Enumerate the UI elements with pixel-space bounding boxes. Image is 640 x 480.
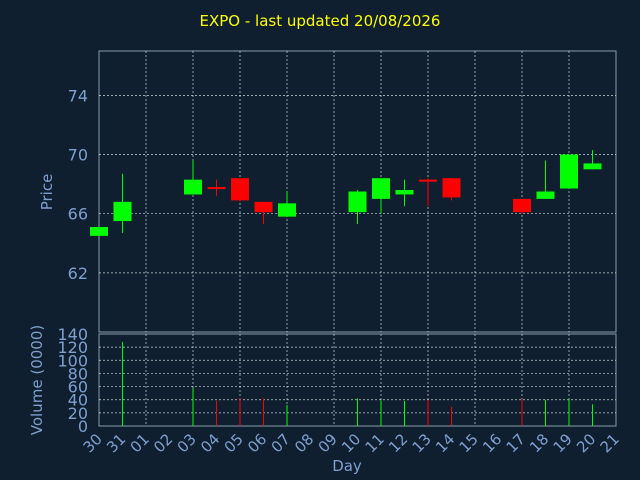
x-tick-label: 03	[174, 430, 200, 456]
candle-body	[395, 190, 414, 195]
x-tick-label: 19	[550, 430, 576, 456]
x-tick-label: 08	[291, 430, 317, 456]
volume-tick-label: 100	[57, 351, 88, 370]
x-tick-label: 31	[103, 430, 129, 456]
candle-body	[184, 179, 202, 195]
volume-tick-label: 0	[78, 417, 88, 436]
price-tick-label: 66	[68, 205, 88, 224]
price-axis-label: Price	[38, 174, 56, 211]
candle-body	[442, 178, 461, 198]
x-tick-label: 05	[221, 430, 247, 456]
price-tick-label: 74	[68, 86, 88, 105]
candle-body	[254, 201, 273, 213]
x-tick-label: 07	[268, 430, 294, 456]
x-tick-label: 21	[597, 430, 623, 456]
x-tick-label: 11	[362, 430, 388, 456]
candle-body	[231, 178, 249, 201]
x-tick-label: 04	[197, 430, 223, 456]
x-tick-label: 18	[526, 430, 552, 456]
candle-body	[278, 203, 296, 217]
x-tick-label: 17	[503, 430, 529, 456]
candle-body	[372, 178, 390, 199]
chart-title: EXPO - last updated 20/08/2026	[199, 12, 441, 30]
x-tick-label: 02	[150, 430, 176, 456]
x-tick-label: 06	[244, 430, 270, 456]
price-tick-label: 62	[68, 264, 88, 283]
candle-body	[560, 154, 578, 189]
candle-body	[90, 226, 108, 236]
candle-body	[583, 163, 602, 170]
volume-tick-label: 80	[68, 364, 88, 383]
x-tick-label: 12	[385, 430, 411, 456]
candle-body	[207, 187, 226, 190]
volume-tick-label: 60	[68, 378, 88, 397]
candle-body	[536, 191, 555, 199]
candle-body	[113, 201, 132, 222]
price-tick-label: 70	[68, 146, 88, 165]
x-tick-label: 16	[479, 430, 505, 456]
x-tick-label: 13	[409, 430, 435, 456]
candle-body	[513, 198, 531, 213]
x-tick-label: 10	[338, 430, 364, 456]
x-tick-label: 14	[432, 430, 458, 456]
volume-axis-label: Volume (0000)	[28, 325, 46, 435]
x-tick-label: 09	[315, 430, 341, 456]
volume-tick-label: 140	[57, 325, 88, 344]
volume-tick-label: 120	[57, 338, 88, 357]
x-tick-label: 20	[573, 430, 599, 456]
candle-body	[419, 179, 437, 182]
price-panel-frame	[98, 50, 617, 333]
volume-tick-label: 40	[68, 391, 88, 410]
volume-tick-label: 20	[68, 404, 88, 423]
x-tick-label: 15	[456, 430, 482, 456]
x-tick-label: 01	[127, 430, 153, 456]
x-axis-label: Day	[332, 457, 362, 475]
candle-body	[348, 191, 367, 213]
